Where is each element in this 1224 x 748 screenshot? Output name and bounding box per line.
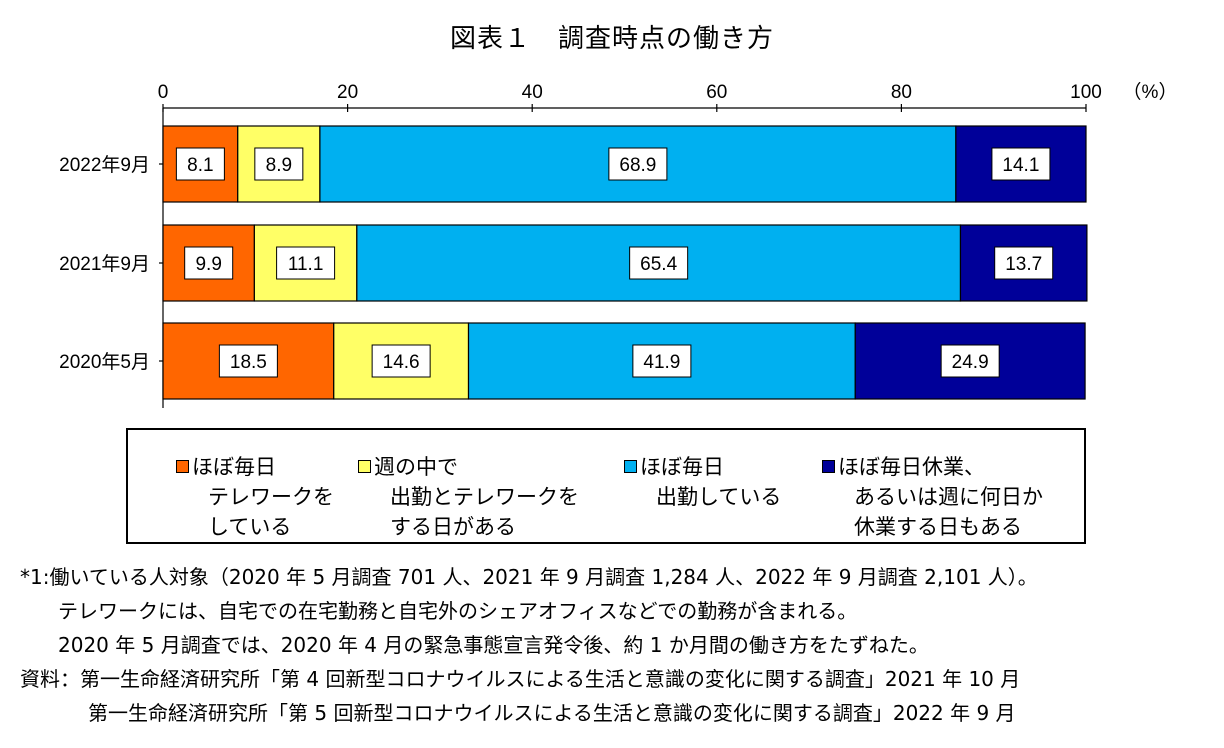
source-line: 資料：第一生命経済研究所「第 4 回新型コロナウイルスによる生活と意識の変化に関… (20, 667, 1021, 691)
legend-label: ほぼ毎日休業、 (838, 455, 985, 479)
source-line: 第一生命経済研究所「第 5 回新型コロナウイルスによる生活と意識の変化に関する調… (88, 701, 1016, 725)
note-line: *1:働いている人対象（2020 年 5 月調査 701 人、2021 年 9 … (20, 565, 1038, 589)
data-label-box (608, 147, 668, 181)
chart-plot: 0 20 40 60 80 100 （%） 2022年9月 8.1 8.9 68.9 14.1 2021… (59, 81, 1178, 408)
data-label-box (371, 344, 431, 378)
legend-swatch (358, 460, 371, 473)
data-label-box (184, 246, 234, 280)
x-tick-label: 60 (706, 82, 727, 103)
data-label-box (629, 246, 689, 280)
data-label: 18.5 (230, 352, 267, 373)
x-tick-label: 40 (522, 82, 543, 103)
legend-label: 週の中で (374, 455, 458, 479)
data-label-box (632, 344, 692, 378)
legend-label: 休業する日もある (854, 515, 1022, 539)
legend-item-telework-daily: ほぼ毎日 テレワークを している (176, 452, 334, 542)
x-tick-label: 80 (891, 82, 912, 103)
legend-swatch (624, 460, 637, 473)
data-label: 9.9 (195, 254, 221, 275)
data-label: 24.9 (952, 352, 989, 373)
legend-label: テレワークを (208, 485, 334, 509)
data-label-box (940, 344, 1000, 378)
legend-label: あるいは週に何日か (854, 485, 1043, 509)
data-label-box (218, 344, 278, 378)
category-label: 2020年5月 (59, 351, 150, 373)
data-label: 14.1 (1002, 155, 1039, 176)
legend-label: する日がある (390, 515, 516, 539)
category-label: 2022年9月 (59, 154, 150, 176)
data-label-box (994, 246, 1054, 280)
data-label-box (276, 246, 336, 280)
data-label: 68.9 (619, 155, 656, 176)
data-label-box (254, 147, 304, 181)
legend-item-hybrid: 週の中で 出勤とテレワークを する日がある (358, 452, 579, 542)
x-tick-label: 100 (1070, 82, 1102, 103)
chart-title: 図表１ 調査時点の働き方 (449, 24, 774, 54)
bar-segment (237, 125, 321, 203)
note-line: テレワークには、自宅での在宅勤務と自宅外のシェアオフィスなどでの勤務が含まれる。 (58, 599, 858, 623)
legend-label: している (208, 515, 292, 539)
legend-swatch (176, 460, 189, 473)
data-label: 8.1 (187, 155, 213, 176)
note-line: 2020 年 5 月調査では、2020 年 4 月の緊急事態宣言発令後、約 1 … (58, 633, 929, 657)
data-label: 14.6 (383, 352, 420, 373)
legend-label: 出勤とテレワークを (390, 485, 579, 509)
data-label-box (991, 147, 1051, 181)
legend-label: ほぼ毎日 (192, 455, 276, 479)
legend-swatch (822, 460, 835, 473)
data-label: 8.9 (266, 155, 292, 176)
legend: ほぼ毎日 テレワークを している 週の中で 出勤とテレワークを する日がある ほ… (126, 428, 1086, 544)
data-label: 41.9 (643, 352, 680, 373)
x-unit-label: （%） (1123, 81, 1178, 103)
legend-label: 出勤している (656, 485, 782, 509)
legend-item-commute-daily: ほぼ毎日 出勤している (624, 452, 781, 512)
x-tick-label: 20 (337, 82, 358, 103)
legend-label: ほぼ毎日 (640, 455, 724, 479)
legend-item-leave: ほぼ毎日休業、 あるいは週に何日か 休業する日もある (822, 452, 1043, 542)
bar-segment (253, 224, 358, 302)
category-label: 2021年9月 (59, 253, 150, 275)
data-label: 65.4 (640, 254, 677, 275)
data-label: 13.7 (1005, 254, 1042, 275)
data-label-box (175, 147, 225, 181)
notes: *1:働いている人対象（2020 年 5 月調査 701 人、2021 年 9 … (20, 560, 1038, 730)
data-label: 11.1 (288, 254, 324, 275)
x-tick-label: 0 (158, 82, 169, 103)
